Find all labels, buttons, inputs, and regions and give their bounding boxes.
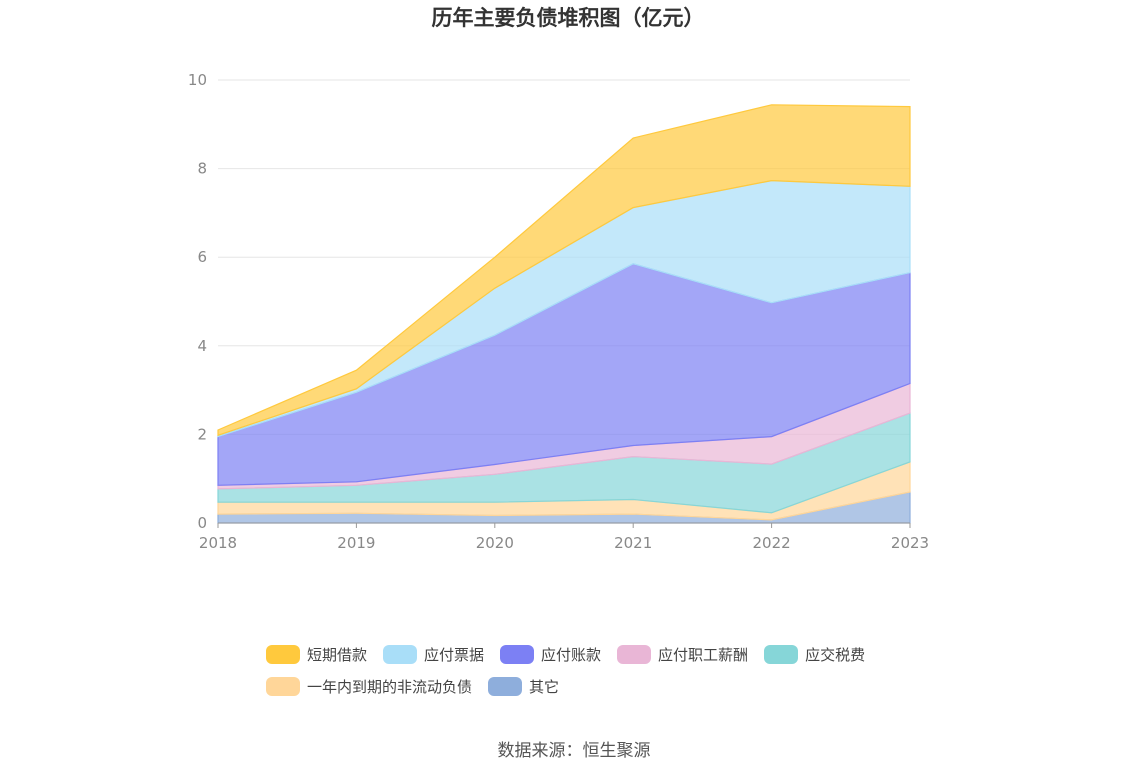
legend-label: 应付账款 [541, 645, 602, 664]
x-tick-label: 2021 [614, 534, 652, 552]
chart-title: 历年主要负债堆积图（亿元） [432, 6, 705, 30]
legend-item[interactable]: 应付票据 [383, 644, 484, 665]
y-tick-label: 8 [197, 160, 207, 178]
y-tick-label: 10 [188, 71, 207, 89]
area-series-group [217, 104, 911, 524]
axes: 0 2 4 6 8 10 2018 2019 2020 2021 2022 2023 [188, 71, 929, 552]
legend: 短期借款 应付票据 应付账款 应付职工薪酬 应交税费 一年内到期的非流动负债 其它 [266, 638, 906, 702]
legend-swatch [488, 676, 523, 696]
chart: 历年主要负债堆积图（亿元） 0 2 4 6 8 10 2018 2019 2020 2021 202… [188, 6, 929, 552]
legend-item[interactable]: 应交税费 [764, 644, 865, 665]
legend-item[interactable]: 应付账款 [500, 644, 601, 665]
legend-label: 应付票据 [424, 645, 485, 664]
legend-label: 一年内到期的非流动负债 [307, 677, 473, 696]
legend-swatch [764, 644, 799, 664]
y-tick-label: 4 [197, 337, 207, 355]
legend-row: 一年内到期的非流动负债 其它 [266, 670, 906, 702]
legend-label: 其它 [529, 677, 560, 696]
legend-label: 短期借款 [307, 645, 368, 664]
legend-label: 应付职工薪酬 [658, 645, 749, 664]
x-tick-label: 2023 [891, 534, 929, 552]
y-tick-label: 0 [197, 514, 207, 532]
legend-item[interactable]: 其它 [488, 676, 559, 697]
x-tick-label: 2019 [337, 534, 375, 552]
source-note: 数据来源：恒生聚源 [497, 741, 651, 761]
legend-swatch [266, 676, 300, 696]
legend-label: 应交税费 [805, 645, 866, 664]
y-tick-label: 6 [197, 248, 207, 266]
x-tick-label: 2020 [476, 534, 514, 552]
area-series-短期借款 [217, 104, 911, 437]
y-tick-label: 2 [197, 425, 207, 443]
x-tick-label: 2018 [199, 534, 237, 552]
legend-swatch [500, 644, 535, 664]
legend-item[interactable]: 应付职工薪酬 [617, 644, 748, 665]
x-tick-label: 2022 [753, 534, 791, 552]
legend-row: 短期借款 应付票据 应付账款 应付职工薪酬 应交税费 [266, 638, 906, 670]
legend-swatch [266, 644, 300, 664]
legend-item[interactable]: 一年内到期的非流动负债 [266, 676, 472, 697]
legend-item[interactable]: 短期借款 [266, 644, 367, 665]
legend-swatch [617, 644, 652, 664]
legend-swatch [383, 644, 418, 664]
